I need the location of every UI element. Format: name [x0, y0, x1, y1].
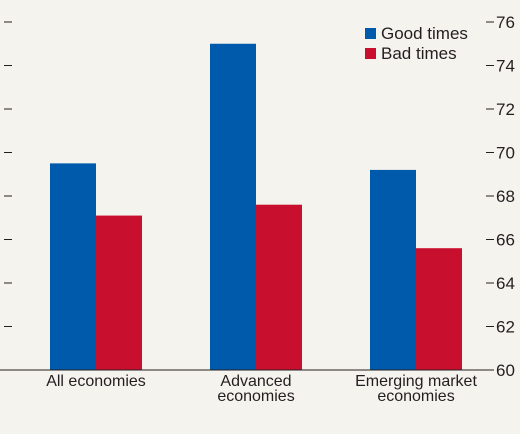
bars	[50, 43, 462, 370]
y-tick-label: 64	[496, 274, 515, 293]
y-tick-label: 66	[496, 231, 515, 250]
legend-label: Bad times	[381, 44, 457, 63]
left-axis-ticks	[4, 21, 12, 327]
bar-bad-times	[416, 248, 462, 370]
category-label: Emerging market	[355, 373, 477, 390]
y-tick-label: 70	[496, 144, 515, 163]
y-tick-label: 72	[496, 100, 515, 119]
bar-good-times	[50, 163, 96, 370]
legend-label: Good times	[381, 24, 468, 43]
category-label: economies	[377, 388, 454, 405]
y-tick-label: 60	[496, 361, 515, 380]
category-label: economies	[217, 388, 294, 405]
y-tick-label: 76	[496, 13, 515, 32]
category-label: Advanced	[220, 373, 291, 390]
y-tick-label: 74	[496, 57, 515, 76]
bar-bad-times	[96, 215, 142, 370]
bar-good-times	[370, 169, 416, 370]
y-tick-label: 62	[496, 318, 515, 337]
y-tick-label: 68	[496, 187, 515, 206]
category-label: All economies	[46, 373, 146, 390]
bar-good-times	[210, 43, 256, 370]
legend-swatch	[365, 48, 376, 59]
bar-bad-times	[256, 204, 302, 370]
right-y-axis: 60 62 64 66 68 70 72 74 76	[486, 13, 515, 380]
legend-swatch	[365, 28, 376, 39]
